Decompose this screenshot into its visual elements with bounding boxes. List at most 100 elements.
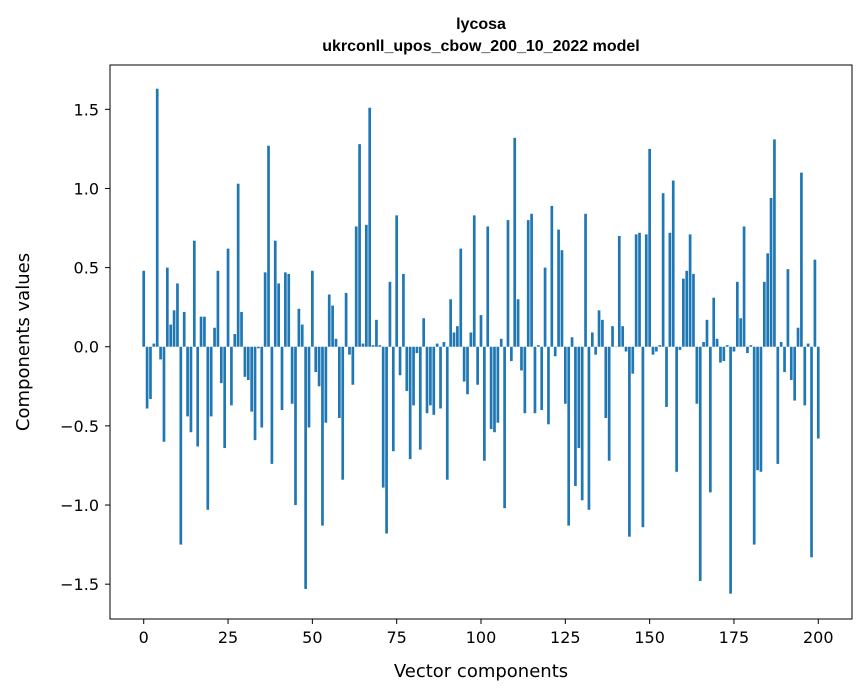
bar [226, 248, 230, 347]
bar [499, 338, 503, 347]
bar [287, 273, 291, 347]
bar [638, 232, 641, 347]
bar [752, 346, 756, 545]
bar [658, 345, 662, 347]
bar [216, 270, 220, 347]
bar [445, 346, 449, 480]
bar [547, 346, 550, 425]
bar [469, 332, 473, 347]
bar [506, 220, 510, 347]
bar [253, 346, 257, 441]
bar [601, 319, 604, 347]
bar [472, 215, 476, 347]
bar [692, 273, 695, 347]
bar [462, 346, 466, 382]
bar [628, 346, 631, 537]
bar [405, 346, 409, 392]
bar [263, 272, 267, 347]
bar [725, 345, 729, 347]
bar [762, 281, 766, 347]
bar [705, 319, 709, 347]
bar [776, 346, 780, 464]
bar [223, 346, 227, 449]
bar [169, 324, 173, 347]
x-tick-label: 50 [302, 628, 322, 647]
bar [162, 346, 166, 442]
bar [550, 205, 554, 347]
bar [270, 346, 274, 464]
bar [179, 346, 183, 545]
bar [678, 346, 682, 350]
bar [442, 342, 446, 347]
y-tick-label: −1.0 [60, 496, 99, 515]
bar [773, 139, 776, 347]
bar [489, 346, 493, 430]
bar [307, 346, 311, 428]
bar [311, 270, 314, 347]
bar [567, 346, 571, 526]
bar [742, 226, 746, 347]
bar [587, 346, 591, 510]
bars-group [142, 88, 820, 594]
bar [493, 346, 496, 433]
bar [408, 346, 412, 460]
bar [682, 278, 685, 347]
bar [786, 269, 790, 347]
x-tick-label: 175 [719, 628, 750, 647]
bar [378, 345, 382, 347]
bar [486, 226, 490, 347]
bar [803, 346, 807, 406]
bar [496, 346, 500, 423]
bar [735, 281, 739, 347]
bar [789, 346, 793, 380]
bar [246, 346, 250, 380]
bar [523, 346, 527, 414]
bar [449, 299, 452, 347]
bar [334, 338, 338, 347]
bar [749, 345, 753, 347]
bar [351, 346, 355, 385]
bar [644, 234, 648, 347]
bar [321, 346, 324, 526]
bar [192, 240, 196, 347]
bar [577, 346, 581, 449]
bar [341, 346, 345, 480]
bar [159, 346, 162, 360]
bar [149, 346, 152, 399]
bar [280, 346, 284, 411]
bar [533, 346, 537, 414]
y-axis-ticks: −1.5 −1.0 −0.5 0.0 0.5 1.0 1.5 [60, 100, 110, 594]
bar [536, 345, 540, 347]
bar [172, 310, 176, 347]
bar [715, 338, 719, 347]
bar [203, 316, 206, 347]
bar [233, 334, 237, 347]
bar [516, 299, 520, 347]
bar [695, 346, 699, 404]
bar [297, 308, 301, 347]
bar [766, 253, 770, 347]
x-tick-label: 125 [550, 628, 581, 647]
bar [698, 346, 702, 582]
bar [671, 180, 675, 347]
bar [779, 342, 783, 347]
bar [425, 346, 429, 414]
bar [557, 229, 560, 347]
bar [300, 324, 304, 347]
bar [250, 346, 254, 412]
bar [317, 346, 321, 387]
bar [152, 343, 156, 347]
bar [560, 250, 564, 347]
bar [746, 346, 749, 354]
bar [563, 346, 567, 404]
chart-subtitle: ukrconll_upos_cbow_200_10_2022 model [322, 38, 639, 55]
bar [364, 224, 368, 347]
bar [402, 273, 405, 347]
y-tick-label: 0.5 [74, 259, 99, 278]
x-tick-label: 150 [634, 628, 665, 647]
chart-title: lycosa [456, 16, 506, 33]
bar [418, 346, 422, 450]
bar [800, 172, 803, 347]
bar [375, 319, 378, 347]
bar [503, 346, 506, 509]
